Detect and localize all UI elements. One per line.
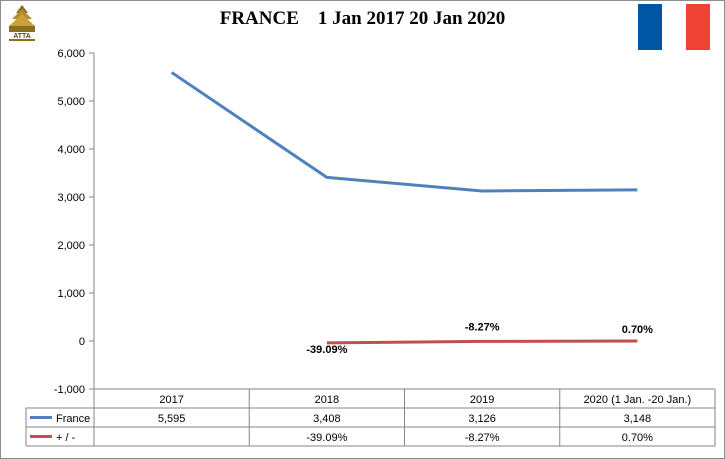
x-category-label: 2017: [159, 394, 183, 406]
data-label: 0.70%: [622, 324, 653, 336]
logo-text: ATTA: [13, 33, 31, 40]
plot-lines: [170, 71, 638, 345]
table-cell: -8.27%: [465, 432, 500, 444]
flag-stripe-red: [686, 4, 710, 50]
y-tick-label: 2,000: [57, 240, 85, 252]
table-cell: 5,595: [158, 413, 186, 425]
y-tick-label: 5,000: [57, 96, 85, 108]
series-line-0: [170, 71, 638, 193]
data-label: -39.09%: [306, 344, 347, 356]
x-category-label: 2020 (1 Jan. -20 Jan.): [584, 394, 692, 406]
table-cell: 3,408: [313, 413, 341, 425]
y-tick-label: 3,000: [57, 192, 85, 204]
chart-title: FRANCE 1 Jan 2017 20 Jan 2020: [219, 8, 506, 29]
x-category-label: 2019: [470, 394, 494, 406]
data-label: -8.27%: [465, 321, 500, 333]
table-cell: 0.70%: [622, 432, 653, 444]
y-tick-label: 6,000: [57, 48, 85, 60]
series-line-1: [326, 339, 638, 345]
x-category-label: 2018: [315, 394, 339, 406]
table-cell: 3,126: [468, 413, 496, 425]
france-flag-icon: [638, 4, 710, 50]
legend-label: France: [56, 413, 90, 425]
y-tick-label: 1,000: [57, 288, 85, 300]
y-tick-label: 0: [79, 336, 85, 348]
flag-stripe-blue: [638, 4, 662, 50]
data-labels: -39.09% -8.27% 0.70%: [306, 321, 653, 355]
flag-stripe-white: [662, 4, 686, 50]
y-axis: 6,000 5,000 4,000 3,000 2,000 1,000 0 -1,000: [54, 48, 95, 396]
y-tick-label: 4,000: [57, 144, 85, 156]
legend-label: + / -: [56, 432, 76, 444]
atta-logo-icon: ATTA: [9, 5, 35, 41]
table-cell: -39.09%: [306, 432, 347, 444]
y-tick-label: -1,000: [54, 384, 85, 396]
data-table: 2017 2018 2019 2020 (1 Jan. -20 Jan.) France…: [25, 388, 716, 447]
table-cell: 3,148: [624, 413, 652, 425]
